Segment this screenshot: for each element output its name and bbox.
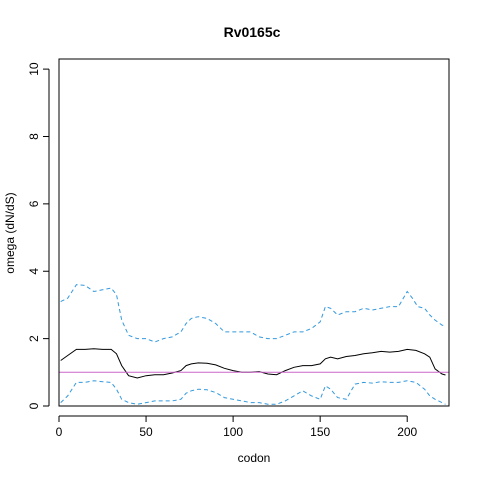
x-tick-label: 200 <box>397 425 417 439</box>
x-tick-label: 0 <box>56 425 63 439</box>
series-line-1 <box>60 348 446 379</box>
series-line-3 <box>60 380 446 405</box>
y-tick-label: 0 <box>27 402 41 409</box>
plot-area <box>59 284 449 405</box>
y-axis-label: omega (dN/dS) <box>3 192 17 273</box>
x-tick-label: 100 <box>223 425 243 439</box>
y-tick-label: 2 <box>27 335 41 342</box>
x-axis-label: codon <box>238 451 271 465</box>
plot-frame <box>58 58 450 407</box>
y-tick-label: 4 <box>27 268 41 275</box>
chart-title: Rv0165c <box>224 24 281 40</box>
x-tick-label: 50 <box>139 425 153 439</box>
y-tick-label: 6 <box>27 200 41 207</box>
y-tick-label: 8 <box>27 133 41 140</box>
series-line-2 <box>60 284 446 343</box>
x-tick-label: 150 <box>310 425 330 439</box>
y-tick-label: 10 <box>27 62 41 76</box>
